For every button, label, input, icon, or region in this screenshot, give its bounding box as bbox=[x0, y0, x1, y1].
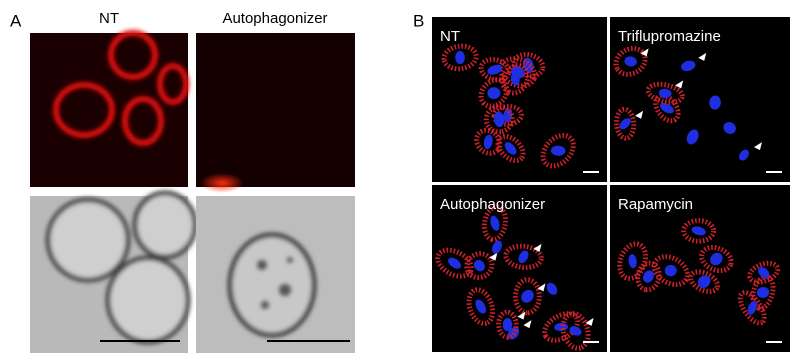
nucleus bbox=[490, 215, 500, 231]
nucleus bbox=[723, 122, 736, 134]
nucleus bbox=[757, 266, 770, 279]
arrowhead bbox=[585, 317, 594, 326]
nucleus bbox=[681, 60, 696, 72]
cell-puncta bbox=[635, 260, 662, 293]
cell-puncta bbox=[511, 51, 546, 79]
cell-puncta bbox=[540, 133, 576, 169]
nucleus bbox=[521, 289, 534, 303]
nucleus bbox=[448, 257, 461, 269]
cell-puncta bbox=[651, 254, 690, 288]
image-title: Autophagonizer bbox=[440, 196, 545, 213]
panel-label: A bbox=[10, 11, 22, 30]
arrowhead bbox=[517, 311, 526, 320]
nucleus bbox=[487, 87, 501, 100]
cell-puncta bbox=[491, 103, 524, 127]
nucleus bbox=[660, 102, 674, 114]
image-title: NT bbox=[440, 28, 460, 45]
cell-puncta bbox=[464, 251, 495, 281]
microscopy-image: Autophagonizer bbox=[432, 185, 607, 352]
column-title: NT bbox=[99, 10, 119, 27]
cell-puncta bbox=[498, 56, 538, 89]
nucleus bbox=[710, 252, 723, 266]
nucleus bbox=[747, 301, 758, 315]
arrowhead bbox=[489, 252, 498, 261]
arrowhead bbox=[698, 52, 707, 61]
column-title: Autophagonizer bbox=[222, 10, 327, 27]
image-background bbox=[610, 17, 790, 182]
nucleus bbox=[550, 145, 566, 156]
cell-puncta bbox=[496, 309, 519, 340]
microscopy-image: NT bbox=[432, 17, 607, 182]
cell-puncta bbox=[478, 77, 510, 109]
nucleus bbox=[492, 240, 502, 254]
nucleus bbox=[658, 88, 672, 98]
nucleus bbox=[455, 50, 465, 65]
cell-puncta bbox=[495, 133, 526, 163]
nucleus bbox=[475, 299, 487, 314]
nucleus bbox=[709, 95, 721, 110]
nucleus bbox=[504, 142, 517, 155]
image-title: Triflupromazine bbox=[618, 28, 721, 45]
fluorescence-image bbox=[30, 30, 189, 187]
arrowhead bbox=[533, 243, 542, 252]
nucleus bbox=[642, 270, 654, 283]
image-background bbox=[432, 17, 607, 182]
cell-puncta bbox=[560, 311, 591, 351]
nucleus bbox=[493, 111, 505, 128]
nucleus bbox=[664, 264, 677, 277]
arrowhead bbox=[523, 320, 532, 329]
nucleus bbox=[569, 326, 582, 336]
cell-puncta bbox=[441, 43, 479, 72]
image-title: Rapamycin bbox=[618, 196, 693, 213]
arrowhead bbox=[675, 80, 684, 89]
cell-puncta bbox=[653, 93, 681, 124]
cell-puncta bbox=[466, 287, 496, 326]
nucleus bbox=[756, 287, 770, 298]
nucleus bbox=[487, 64, 503, 75]
arrowhead bbox=[635, 110, 644, 119]
cell-puncta bbox=[614, 106, 637, 141]
nucleus bbox=[686, 129, 699, 145]
cell-puncta bbox=[481, 204, 508, 243]
nucleus bbox=[510, 72, 520, 86]
cell-puncta bbox=[688, 269, 721, 294]
nucleus bbox=[502, 318, 513, 332]
brightfield-image bbox=[30, 190, 198, 353]
cell-puncta bbox=[699, 244, 734, 274]
fluorescence-image bbox=[196, 33, 355, 193]
nucleus bbox=[473, 259, 485, 272]
cell-puncta bbox=[747, 260, 781, 285]
nucleus bbox=[546, 282, 558, 295]
nucleus bbox=[483, 134, 493, 150]
cell-puncta bbox=[503, 243, 544, 271]
nucleus bbox=[619, 118, 631, 130]
nucleus bbox=[624, 56, 637, 67]
arrowhead bbox=[640, 48, 649, 57]
brightfield-image bbox=[196, 196, 355, 353]
arrowhead bbox=[753, 142, 762, 151]
cell-puncta bbox=[737, 290, 767, 326]
panel-label: B bbox=[413, 11, 424, 30]
cell-puncta bbox=[645, 81, 685, 105]
cell-puncta bbox=[681, 218, 717, 244]
cell-puncta bbox=[474, 127, 503, 156]
nucleus bbox=[691, 226, 706, 236]
microscopy-image: Triflupromazine bbox=[610, 17, 790, 182]
microscopy-image: Rapamycin bbox=[610, 185, 790, 352]
nucleus bbox=[738, 149, 749, 161]
arrowhead bbox=[537, 283, 546, 292]
cell-puncta bbox=[750, 274, 776, 311]
nucleus bbox=[628, 254, 637, 269]
cell-puncta bbox=[542, 311, 581, 343]
cell-puncta bbox=[483, 104, 515, 135]
cell-puncta bbox=[617, 241, 649, 281]
nucleus bbox=[518, 250, 529, 264]
nucleus bbox=[697, 275, 711, 288]
